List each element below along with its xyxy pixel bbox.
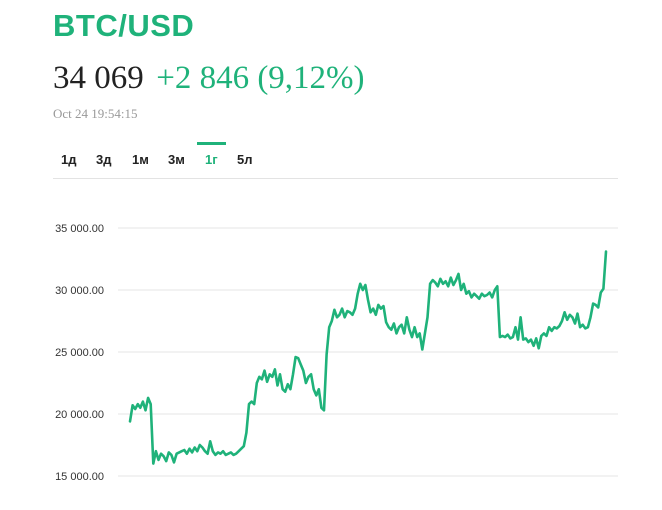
y-tick-label: 20 000.00 xyxy=(55,409,104,421)
y-tick-label: 25 000.00 xyxy=(55,347,104,359)
tab-3m[interactable]: 3м xyxy=(168,152,185,167)
series-line-0 xyxy=(128,250,608,465)
page-title: BTC/USD xyxy=(53,8,195,43)
y-tick-label: 35 000.00 xyxy=(55,223,104,235)
period-tabs: 1д 3д 1м 3м 1г 5л xyxy=(53,142,618,179)
y-tick-label: 15 000.00 xyxy=(55,471,104,483)
price-row: 34 069 +2 846 (9,12%) xyxy=(53,60,365,97)
y-tick-label: 30 000.00 xyxy=(55,285,104,297)
chart-grid xyxy=(118,227,618,477)
tab-5y[interactable]: 5л xyxy=(237,152,253,167)
price-change: +2 846 (9,12%) xyxy=(156,60,365,96)
tab-1m[interactable]: 1м xyxy=(132,152,149,167)
current-price: 34 069 xyxy=(53,60,144,96)
price-chart: 35 000.00 30 000.00 25 000.00 20 000.00 15 0… xyxy=(55,223,618,483)
y-axis: 35 000.00 30 000.00 25 000.00 20 000.00 15 0… xyxy=(55,223,104,483)
series-layer xyxy=(128,250,608,465)
tab-1d[interactable]: 1д xyxy=(61,152,77,167)
tab-3d[interactable]: 3д xyxy=(96,152,112,167)
tab-1y[interactable]: 1г xyxy=(197,142,226,178)
timestamp: Oct 24 19:54:15 xyxy=(53,106,138,121)
